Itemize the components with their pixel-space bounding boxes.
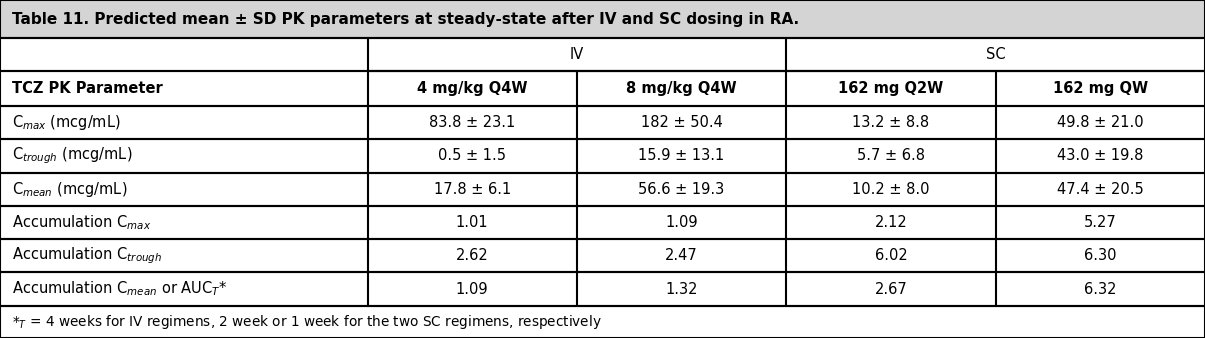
Text: 47.4 ± 20.5: 47.4 ± 20.5 bbox=[1057, 182, 1144, 197]
Text: 49.8 ± 21.0: 49.8 ± 21.0 bbox=[1057, 115, 1144, 130]
Bar bbox=[0, 71, 1205, 106]
Text: Accumulation C$_{max}$: Accumulation C$_{max}$ bbox=[12, 213, 152, 232]
Text: 1.09: 1.09 bbox=[665, 215, 698, 230]
Text: 1.01: 1.01 bbox=[455, 215, 488, 230]
Text: 56.6 ± 19.3: 56.6 ± 19.3 bbox=[639, 182, 724, 197]
Text: 6.32: 6.32 bbox=[1084, 282, 1117, 296]
Text: 1.32: 1.32 bbox=[665, 282, 698, 296]
Text: 10.2 ± 8.0: 10.2 ± 8.0 bbox=[852, 182, 930, 197]
Text: 182 ± 50.4: 182 ± 50.4 bbox=[641, 115, 723, 130]
Text: 2.12: 2.12 bbox=[875, 215, 907, 230]
Bar bbox=[0, 0, 1205, 38]
Text: 43.0 ± 19.8: 43.0 ± 19.8 bbox=[1057, 148, 1144, 163]
Bar bbox=[0, 172, 1205, 206]
Text: Accumulation C$_{mean}$ or AUC$_{T}$*: Accumulation C$_{mean}$ or AUC$_{T}$* bbox=[12, 280, 228, 298]
Text: TCZ PK Parameter: TCZ PK Parameter bbox=[12, 81, 163, 96]
Text: 6.02: 6.02 bbox=[875, 248, 907, 263]
Text: 83.8 ± 23.1: 83.8 ± 23.1 bbox=[429, 115, 516, 130]
Text: 5.27: 5.27 bbox=[1084, 215, 1117, 230]
Text: IV: IV bbox=[570, 47, 584, 62]
Text: 6.30: 6.30 bbox=[1084, 248, 1117, 263]
Bar bbox=[0, 272, 1205, 306]
Text: 15.9 ± 13.1: 15.9 ± 13.1 bbox=[639, 148, 724, 163]
Text: 162 mg Q2W: 162 mg Q2W bbox=[839, 81, 944, 96]
Text: 2.62: 2.62 bbox=[455, 248, 488, 263]
Text: C$_{max}$ (mcg/mL): C$_{max}$ (mcg/mL) bbox=[12, 113, 121, 132]
Text: 2.67: 2.67 bbox=[875, 282, 907, 296]
Bar bbox=[0, 38, 1205, 71]
Text: 0.5 ± 1.5: 0.5 ± 1.5 bbox=[439, 148, 506, 163]
Bar bbox=[0, 106, 1205, 139]
Text: 2.47: 2.47 bbox=[665, 248, 698, 263]
Text: 162 mg QW: 162 mg QW bbox=[1053, 81, 1148, 96]
Bar bbox=[0, 139, 1205, 172]
Bar bbox=[0, 206, 1205, 239]
Text: C$_{trough}$ (mcg/mL): C$_{trough}$ (mcg/mL) bbox=[12, 146, 133, 166]
Text: 5.7 ± 6.8: 5.7 ± 6.8 bbox=[857, 148, 925, 163]
Text: SC: SC bbox=[986, 47, 1005, 62]
Text: 17.8 ± 6.1: 17.8 ± 6.1 bbox=[434, 182, 511, 197]
Text: 1.09: 1.09 bbox=[455, 282, 488, 296]
Text: 4 mg/kg Q4W: 4 mg/kg Q4W bbox=[417, 81, 528, 96]
Text: 13.2 ± 8.8: 13.2 ± 8.8 bbox=[852, 115, 929, 130]
Text: *$_{T}$ = 4 weeks for IV regimens, 2 week or 1 week for the two SC regimens, res: *$_{T}$ = 4 weeks for IV regimens, 2 wee… bbox=[12, 313, 601, 331]
Bar bbox=[0, 306, 1205, 338]
Text: Table 11. Predicted mean ± SD PK parameters at steady-state after IV and SC dosi: Table 11. Predicted mean ± SD PK paramet… bbox=[12, 12, 799, 27]
Text: Accumulation C$_{trough}$: Accumulation C$_{trough}$ bbox=[12, 245, 163, 266]
Text: C$_{mean}$ (mcg/mL): C$_{mean}$ (mcg/mL) bbox=[12, 180, 128, 199]
Bar bbox=[0, 239, 1205, 272]
Text: 8 mg/kg Q4W: 8 mg/kg Q4W bbox=[627, 81, 737, 96]
